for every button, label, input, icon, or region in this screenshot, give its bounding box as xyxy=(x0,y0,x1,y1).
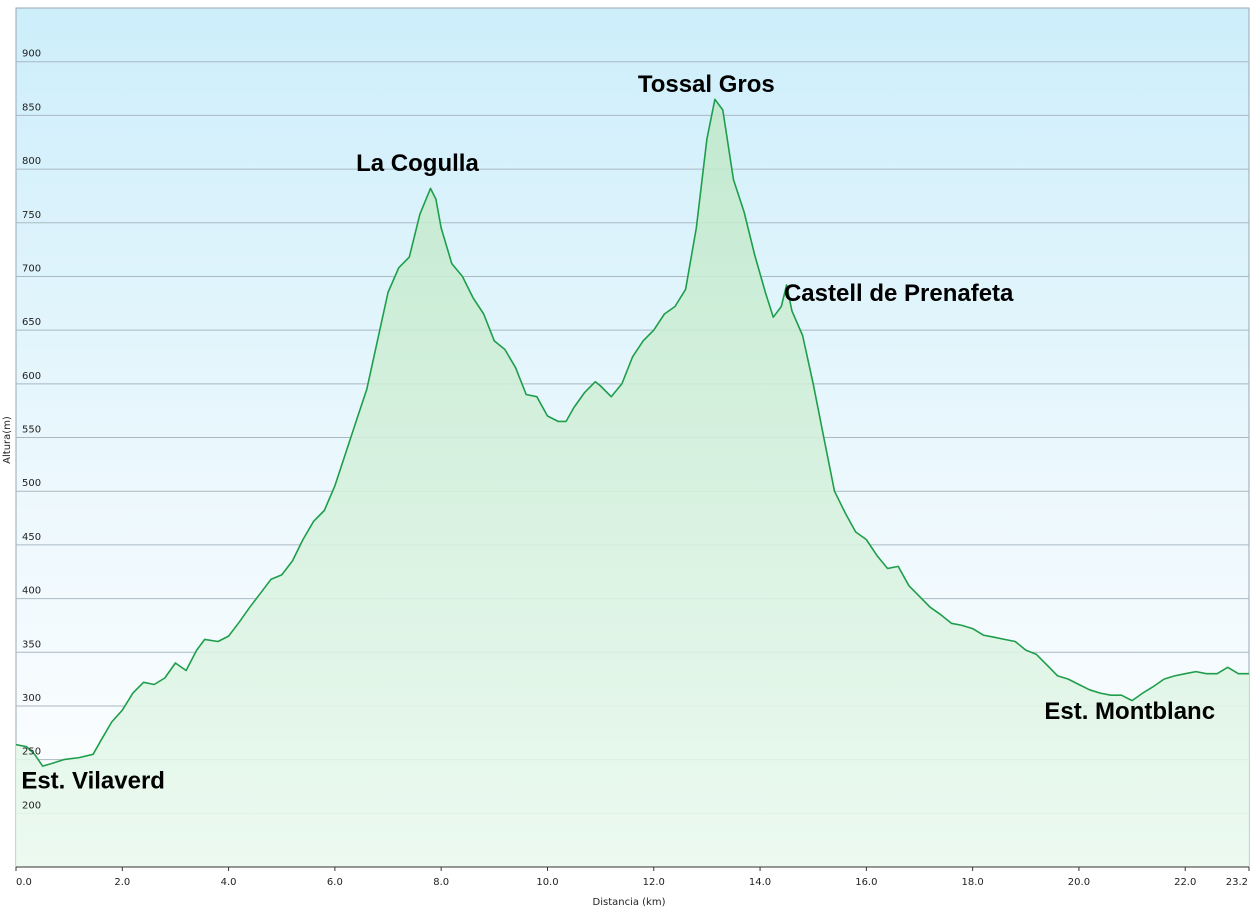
elevation-area xyxy=(16,99,1249,868)
x-tick-label: 10.0 xyxy=(536,877,558,888)
x-tick-label: 0.0 xyxy=(16,877,32,888)
y-tick-label: 200 xyxy=(22,800,41,811)
annotation-label: Castell de Prenafeta xyxy=(784,280,1014,307)
y-tick-label: 900 xyxy=(22,49,41,60)
annotation-label: Est. Vilaverd xyxy=(21,768,165,795)
x-tick-label: 22.0 xyxy=(1174,877,1196,888)
x-tick-label: 14.0 xyxy=(749,877,771,888)
y-tick-label: 300 xyxy=(22,693,41,704)
x-tick-label: 23.2 xyxy=(1226,877,1248,888)
y-tick-label: 800 xyxy=(22,156,41,167)
peak-annotations: Est. Vilaverd La Cogulla Tossal Gros Castel… xyxy=(21,71,1215,795)
y-axis-label: Altura(m) xyxy=(2,416,13,464)
x-tick-label: 8.0 xyxy=(433,877,449,888)
y-tick-label: 550 xyxy=(22,425,41,436)
x-ticks: 0.0 2.0 4.0 6.0 8.0 10.0 12.0 14.0 16.0 18.0 20.0 2… xyxy=(15,867,1250,888)
x-axis-label: Distancia (km) xyxy=(593,897,666,908)
x-tick-label: 16.0 xyxy=(855,877,877,888)
annotation-label: Tossal Gros xyxy=(638,71,775,98)
x-tick-label: 6.0 xyxy=(327,877,343,888)
y-tick-label: 700 xyxy=(22,263,41,274)
x-tick-label: 20.0 xyxy=(1068,877,1090,888)
y-tick-labels: 200 250 300 350 400 450 500 550 600 650 700 750 800 8… xyxy=(22,49,41,812)
x-tick-label: 2.0 xyxy=(114,877,130,888)
x-tick-label: 12.0 xyxy=(643,877,665,888)
y-tick-label: 450 xyxy=(22,532,41,543)
x-tick-label: 4.0 xyxy=(221,877,237,888)
y-tick-label: 350 xyxy=(22,639,41,650)
y-tick-label: 850 xyxy=(22,102,41,113)
elevation-line xyxy=(15,98,1249,767)
y-tick-label: 600 xyxy=(22,371,41,382)
annotation-label: Est. Montblanc xyxy=(1044,698,1215,725)
x-tick-label: 18.0 xyxy=(962,877,984,888)
y-tick-label: 650 xyxy=(22,317,41,328)
y-tick-label: 250 xyxy=(22,747,41,758)
annotation-label: La Cogulla xyxy=(356,150,479,177)
y-tick-label: 750 xyxy=(22,210,41,221)
y-tick-label: 500 xyxy=(22,478,41,489)
y-tick-label: 400 xyxy=(22,586,41,597)
